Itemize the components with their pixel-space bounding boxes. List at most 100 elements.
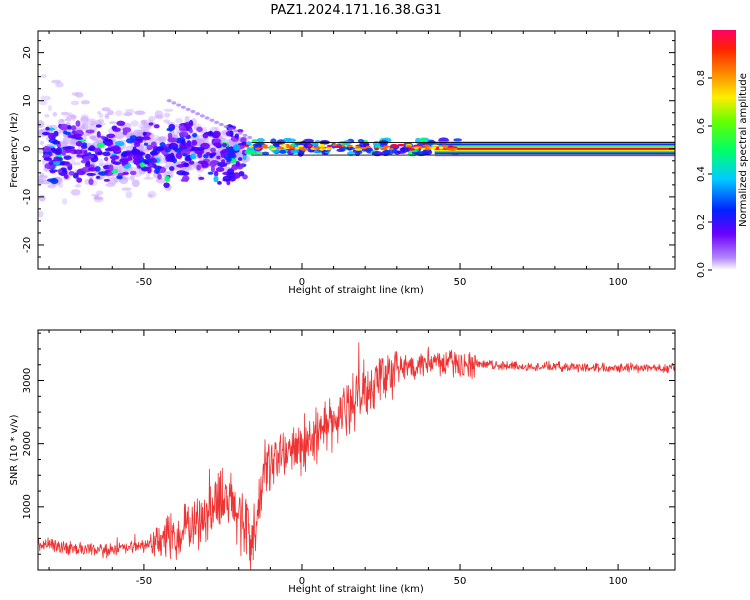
spectral-cell [44,114,50,118]
spectral-cell [85,129,95,134]
spectral-cell [176,164,186,168]
spectral-cell [196,126,203,133]
spectral-cell [104,141,114,146]
spectral-cell [248,145,254,148]
spectral-cell [138,123,147,130]
spectral-cell [67,134,76,139]
spectral-cell [45,126,50,131]
spectral-cell [150,135,162,142]
spectral-cell [138,152,146,156]
spectral-cell [75,120,81,127]
spectral-cell [191,139,198,146]
spectral-cell [38,149,43,154]
spectral-cell [96,130,101,138]
spectral-cell [210,165,215,173]
y-tick-label: -10 [22,189,33,205]
spectral-cell [196,164,202,171]
spectral-cell [148,122,154,126]
spectral-cell [226,156,232,162]
spectral-cell [146,166,152,174]
spectral-cell [51,147,57,154]
spectral-cell [382,147,387,150]
spectral-cell [148,115,156,122]
spectral-cell [38,128,44,135]
spectral-cell [261,151,270,156]
spectral-cell [142,128,150,133]
spectral-cell [168,142,179,150]
spectral-cell [192,133,198,138]
spectral-cell [166,99,172,103]
spectral-cell [277,146,284,150]
spectral-cell [178,124,186,131]
spectral-cell [102,151,111,157]
spectral-cell [39,172,45,177]
colorbar-tick-label: 0.6 [696,118,707,134]
spectral-cell [64,146,75,150]
spectral-cell [220,152,226,158]
spectral-cell [431,146,437,150]
spectral-cell [127,152,133,160]
spectral-cell [129,135,137,141]
spectral-cell [58,183,64,189]
spectrogram-y-ticks: -20 -10 0 10 20 [22,40,675,270]
spectral-cell [163,112,171,118]
spectral-cell [163,182,170,188]
colorbar: 0.0 0.2 0.4 0.6 0.8 Normalized spectral ampl… [696,30,749,278]
spectral-cell [447,145,454,148]
spectral-cell [120,152,129,157]
spectral-cell [116,175,123,180]
spectral-cell [313,146,319,149]
spectral-cell [188,128,193,134]
spectral-cell [104,113,110,120]
spectral-cell [96,175,101,179]
spectral-cell [74,92,84,98]
y-tick-label: 20 [22,46,33,59]
spectrogram-panel: -50 0 50 100 -20 -10 0 10 20 Height of straight… [9,30,676,296]
spectral-cell [106,133,116,139]
spectral-cell [55,147,63,155]
spectral-cell [57,168,63,174]
spectral-cell [139,162,146,168]
spectral-cell [58,161,66,166]
spectral-cell [235,160,241,167]
spectral-cell [123,112,133,117]
spectral-cell [64,161,70,165]
spectral-cell [63,155,72,160]
spectral-cell [110,145,121,152]
spectral-cell [119,158,129,164]
x-tick-label: -50 [136,277,152,288]
spectral-cell [357,138,364,143]
spectral-cell [149,150,159,156]
spectral-cell [422,144,431,147]
spectral-cell [104,169,111,174]
spectral-cell [242,133,248,137]
spectral-cell [72,161,81,166]
spectral-cell [251,139,258,143]
spectral-cell [70,156,76,164]
spectral-cell [204,116,210,120]
spectral-cell [227,147,236,154]
colorbar-tick-label: 0.8 [696,70,707,86]
spectral-cell [228,127,234,131]
spectral-cell [163,108,174,112]
spectral-cell [51,79,62,84]
spectral-cell [154,110,163,119]
spectral-cell [121,187,132,191]
spectral-cell [38,194,46,202]
spectral-cell [167,132,173,140]
spectrogram-frame [37,30,676,270]
spectral-cell [213,142,222,147]
spectral-cell [145,153,151,160]
spectral-cell [297,144,304,148]
spectral-cell [89,135,96,140]
y-tick-label: 3000 [22,368,33,393]
spectral-cell [221,142,227,147]
spectral-cell [181,171,190,176]
spectral-cell [91,193,101,197]
spectral-cell [453,138,463,142]
spectral-cell [185,107,191,111]
spectral-cell [214,120,220,124]
spectral-cell [189,164,195,171]
spectral-cell [80,116,89,124]
